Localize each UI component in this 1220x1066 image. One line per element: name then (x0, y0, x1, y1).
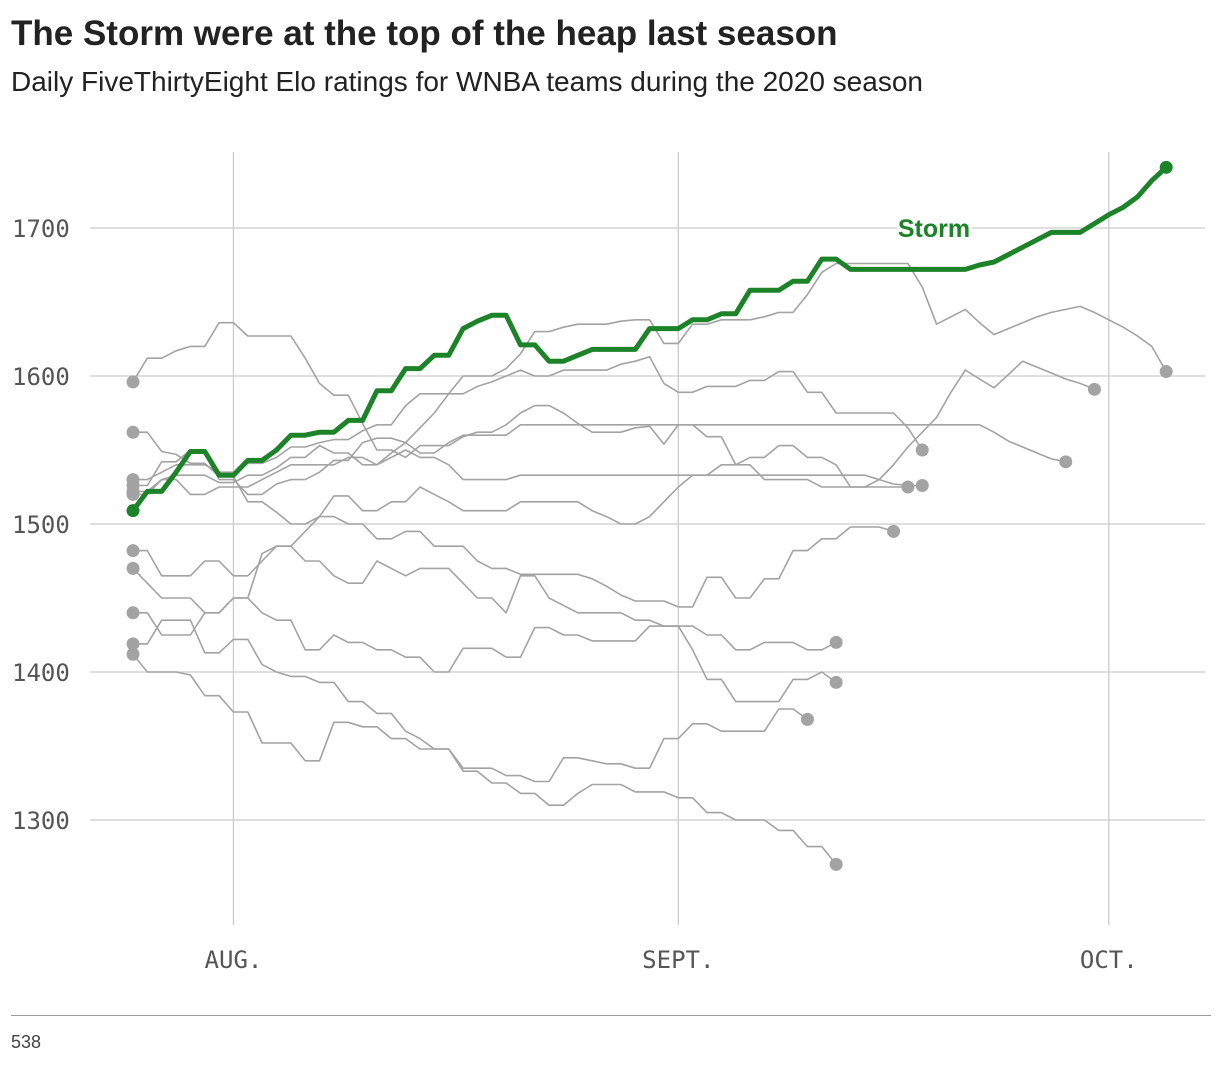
axes: 1300 1400 1500 1600 1700 AUG. SEPT. OCT. (12, 215, 1138, 974)
line-chart: 1300 1400 1500 1600 1700 AUG. SEPT. OCT. Storm (12, 152, 1205, 974)
series-end-point (901, 480, 915, 494)
team-series-line (132, 545, 837, 651)
series-end-point (829, 635, 843, 649)
series-end-point (1087, 382, 1101, 396)
y-tick-label: 1700 (12, 215, 70, 243)
y-tick-label: 1600 (12, 363, 70, 391)
team-series-line (133, 423, 1066, 496)
y-tick-label: 1300 (12, 807, 70, 835)
team-series-line (133, 355, 923, 481)
team-series-line (133, 444, 923, 496)
team-series-line (132, 321, 1095, 488)
grid-lines (90, 152, 1205, 925)
series-end-point (1159, 365, 1173, 379)
x-tick-label: AUG. (205, 946, 263, 974)
labels: Storm (895, 212, 973, 246)
team-series-line (133, 431, 908, 525)
x-tick-label: OCT. (1080, 946, 1138, 974)
series-end-point (829, 857, 843, 871)
series-start-point (126, 561, 140, 575)
series-end-point (887, 524, 901, 538)
storm-start-point (126, 504, 140, 518)
series-lines (126, 262, 1173, 871)
source-credit: 538 (11, 1032, 42, 1052)
y-tick-label: 1500 (12, 511, 70, 539)
team-series-line (133, 597, 837, 703)
series-end-point (800, 712, 814, 726)
chart-subtitle: Daily FiveThirtyEight Elo ratings for WN… (11, 66, 923, 97)
series-start-point (126, 484, 140, 498)
series-start-point (126, 647, 140, 661)
series-start-point (126, 606, 140, 620)
chart-title: The Storm were at the top of the heap la… (11, 14, 838, 53)
team-series-line (133, 619, 808, 783)
series-end-point (915, 479, 929, 493)
x-tick-label: SEPT. (642, 946, 714, 974)
series-start-point (126, 544, 140, 558)
highlight-series (126, 160, 1173, 518)
series-start-point (126, 425, 140, 439)
storm-end-point (1159, 160, 1173, 174)
series-start-point (126, 375, 140, 389)
y-tick-label: 1400 (12, 659, 70, 687)
series-end-point (1059, 455, 1073, 469)
storm-series-label: Storm (898, 215, 970, 243)
series-start-point (126, 637, 140, 651)
series-end-point (915, 443, 929, 457)
team-series-line (132, 653, 837, 865)
series-end-point (829, 675, 843, 689)
team-series-line (133, 262, 1167, 496)
storm-series-line (130, 165, 1168, 513)
footer-divider (11, 1015, 1211, 1016)
